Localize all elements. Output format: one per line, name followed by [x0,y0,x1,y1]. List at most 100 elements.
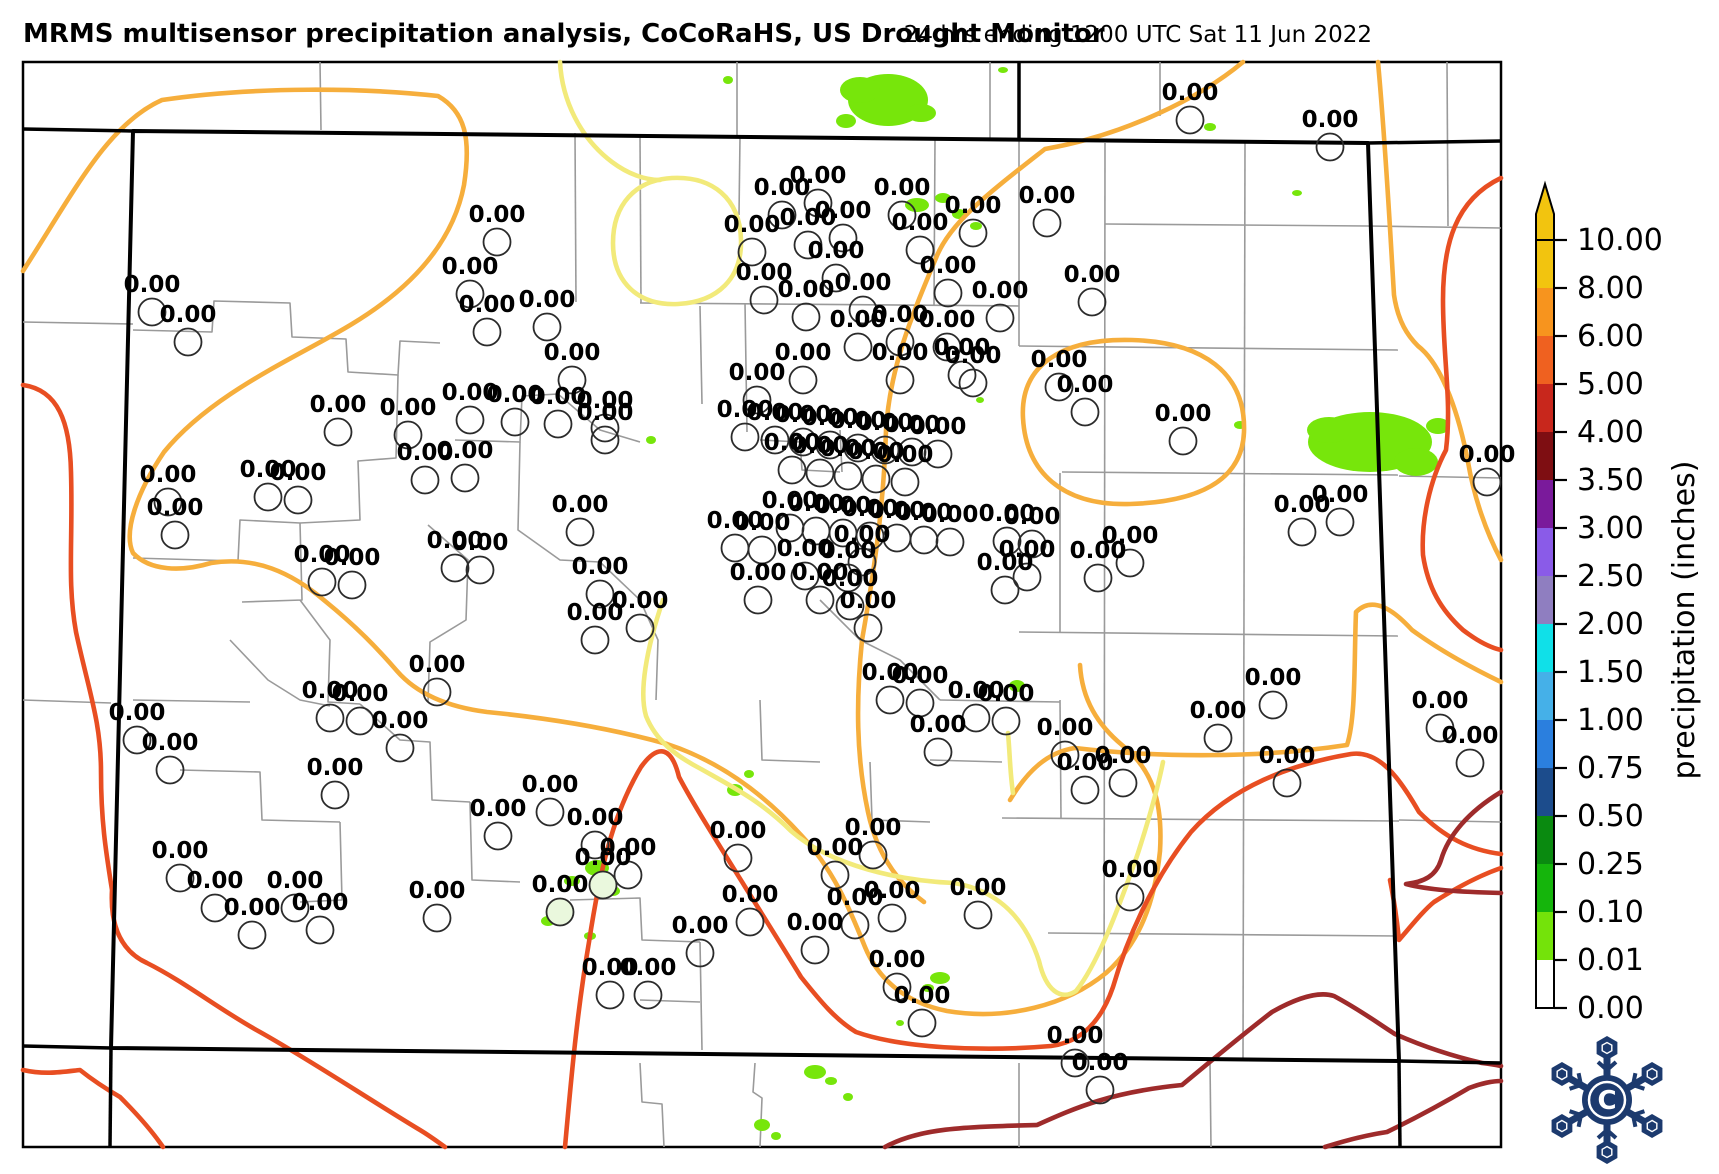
colorbar-segment [1536,480,1554,528]
station-circle [847,547,877,577]
station-value-label: 0.00 [724,212,781,238]
station-value-label: 0.00 [397,440,454,466]
station-circle [345,706,375,736]
snowflake-arm [1617,1061,1663,1097]
drought-contour-darkred [1322,1078,1504,1150]
colorbar-segment [1536,768,1554,816]
state-border-line [108,1047,113,1148]
station-circle [422,903,452,933]
station-circle [803,188,833,218]
state-borders [22,62,1502,1148]
station-circle [853,613,883,643]
station-value-label: 0.00 [945,193,1002,219]
station-value-label: 0.00 [830,408,887,434]
station-circle [885,365,915,395]
station-value-label: 0.00 [775,402,832,428]
state-border-line [22,127,134,133]
station-value-label: 0.00 [567,600,624,626]
county-line [639,1062,665,1148]
station-value-label: 0.00 [147,495,204,521]
station-value-label: 0.00 [142,730,199,756]
snowflake-tip-hexagon [1596,1036,1618,1060]
station-value-label: 0.00 [152,838,209,864]
station-circle [958,218,988,248]
county-line [639,999,701,1003]
station-circle [633,980,663,1010]
station-value-label: 0.00 [292,890,349,916]
county-line [22,699,112,704]
station-circle [580,625,610,655]
station-circle [923,439,953,469]
station-circle [500,407,530,437]
snowflake-barb [1632,1109,1646,1117]
colorbar-tick-label: 0.10 [1577,895,1644,930]
station-circle [137,297,167,327]
station-circle [890,467,920,497]
snowflake-tip-detail [1646,1119,1658,1133]
station-value-label: 0.00 [124,272,181,298]
station-circle [882,972,912,1002]
station-value-label: 0.00 [1274,492,1331,518]
station-circle [767,200,797,230]
station-circle [253,482,283,512]
station-value-label: 0.00 [830,307,887,333]
county-line [469,801,521,883]
station-value-label: 0.00 [840,588,897,614]
station-value-label: 0.00 [270,460,327,486]
county-line [1059,699,1062,819]
station-value-label: 0.00 [452,530,509,556]
station-value-label: 0.00 [522,772,579,798]
station-value-label: 0.00 [736,260,793,286]
station-circle [1012,562,1042,592]
station-circle [1287,517,1317,547]
station-value-label: 0.00 [815,493,872,519]
station-circle [835,591,865,621]
station-value-label: 0.00 [764,430,821,456]
station-circle [743,585,773,615]
station-circle [805,585,835,615]
radar-precip-patch [906,104,936,122]
station-value-label: 0.00 [872,340,929,366]
station-value-label: 0.00 [577,388,634,414]
colorbar-segment [1536,384,1554,432]
station-circle [1077,287,1107,317]
station-value-label: 0.00 [777,536,834,562]
county-line [738,136,741,216]
snowflake-barb [1576,1114,1583,1128]
colorbar-tick-label: 6.00 [1577,319,1644,354]
station-value-label: 0.00 [808,238,865,264]
station-value-label: 0.00 [380,395,437,421]
station-value-label: 0.00 [869,498,926,524]
snowflake-tip-hexagon [1551,1113,1573,1139]
station-circle [323,417,353,447]
station-circle [410,465,440,495]
station-value-label: 0.00 [1459,442,1516,468]
station-value-label: 0.00 [140,462,197,488]
snowflake-tip-detail [1556,1067,1568,1081]
station-value-label: 0.00 [1245,665,1302,691]
station-circle [315,703,345,733]
station-value-label: 0.00 [109,700,166,726]
station-value-label: 0.00 [544,340,601,366]
station-circle [885,327,915,357]
station-value-label: 0.00 [842,496,899,522]
station-circle [613,860,643,890]
county-line [359,703,471,803]
station-value-label: 0.00 [920,253,977,279]
station-circle [1203,723,1233,753]
station-value-label: 0.00 [822,566,879,592]
station-circle [840,910,870,940]
station-value-label: 0.00 [307,755,364,781]
station-circle [155,755,185,785]
station-circle [760,425,790,455]
station-circle [947,360,977,390]
station-circle [543,409,573,439]
drought-contour-darkred [882,992,1504,1150]
station-circle [1108,768,1138,798]
station-circle [455,405,485,435]
station-circle [588,870,618,900]
station-value-label: 0.00 [792,433,849,459]
station-circle [791,302,821,332]
station-circle [985,303,1015,333]
station-value-label: 0.00 [730,560,787,586]
